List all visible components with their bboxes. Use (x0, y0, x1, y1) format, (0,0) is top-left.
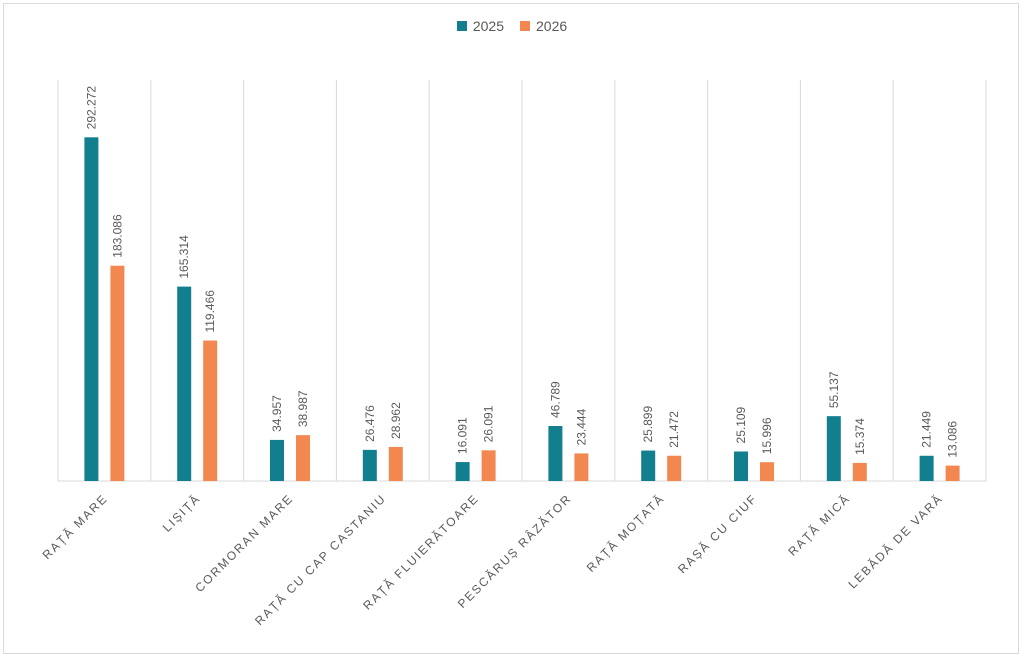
category-label-6: RAȚĂ MOȚATĂ (583, 491, 667, 575)
data-label-2025-8: 55.137 (827, 371, 841, 408)
chart-frame (3, 3, 1019, 654)
data-label-2026-1: 119.466 (203, 290, 217, 333)
bar-2025-6 (641, 450, 656, 481)
legend-label-2025: 2025 (472, 18, 504, 34)
bar-2026-5 (574, 453, 589, 481)
legend-item-2025: 2025 (456, 18, 504, 34)
bar-2026-2 (296, 435, 310, 481)
bar-2025-3 (362, 449, 377, 481)
bar-2026-7 (760, 462, 774, 481)
category-label-9: LEBĂDĂ DE VARĂ (845, 491, 946, 592)
data-label-2026-8: 15.374 (853, 418, 867, 455)
data-label-2026-6: 21.472 (667, 411, 681, 448)
data-label-2025-1: 165.314 (177, 235, 191, 279)
data-label-2025-0: 292.272 (84, 86, 98, 130)
bar-2026-1 (203, 340, 218, 481)
legend-item-2026: 2026 (520, 18, 567, 34)
bar-2025-9 (919, 455, 934, 481)
data-label-2026-2: 38.987 (296, 390, 310, 427)
bar-2025-0 (84, 137, 99, 482)
legend-label-2026: 2026 (536, 18, 568, 34)
bar-2026-8 (852, 462, 867, 481)
bar-2026-3 (388, 446, 403, 481)
bar-2026-6 (667, 455, 682, 481)
data-label-2026-3: 28.962 (389, 402, 403, 439)
bar-2025-8 (826, 416, 841, 481)
data-label-2025-6: 25.899 (641, 406, 655, 443)
data-label-2026-5: 23.444 (574, 408, 588, 445)
data-label-2026-4: 26.091 (482, 405, 496, 442)
bar-2025-4 (455, 462, 470, 481)
bar-2025-7 (734, 451, 748, 481)
bar-2026-0 (110, 265, 125, 481)
bar-2026-9 (945, 465, 960, 481)
data-label-2025-4: 16.091 (456, 417, 470, 454)
bar-2025-1 (177, 286, 192, 481)
legend-swatch-2025 (456, 21, 467, 31)
category-label-1: LIȘIȚĂ (159, 491, 203, 535)
data-label-2025-9: 21.449 (920, 411, 934, 448)
data-label-2026-0: 183.086 (110, 214, 124, 258)
category-label-2: CORMORAN MARE (192, 491, 296, 595)
legend: 2025 2026 (0, 18, 1024, 34)
legend-swatch-2026 (520, 21, 530, 31)
data-label-2026-9: 13.086 (946, 421, 960, 458)
data-label-2025-7: 25.109 (734, 406, 748, 443)
data-label-2025-3: 26.476 (363, 405, 377, 442)
bar-2025-2 (270, 439, 284, 481)
data-label-2025-5: 46.789 (548, 381, 562, 418)
category-label-0: RAȚĂ MARE (39, 491, 111, 563)
data-label-2026-7: 15.996 (760, 417, 774, 454)
bar-2025-5 (548, 425, 563, 481)
data-label-2025-2: 34.957 (270, 395, 284, 432)
bar-2026-4 (481, 450, 496, 481)
category-label-8: RAȚĂ MICĂ (785, 491, 853, 559)
category-label-7: RAȘĂ CU CIUF (674, 491, 760, 577)
